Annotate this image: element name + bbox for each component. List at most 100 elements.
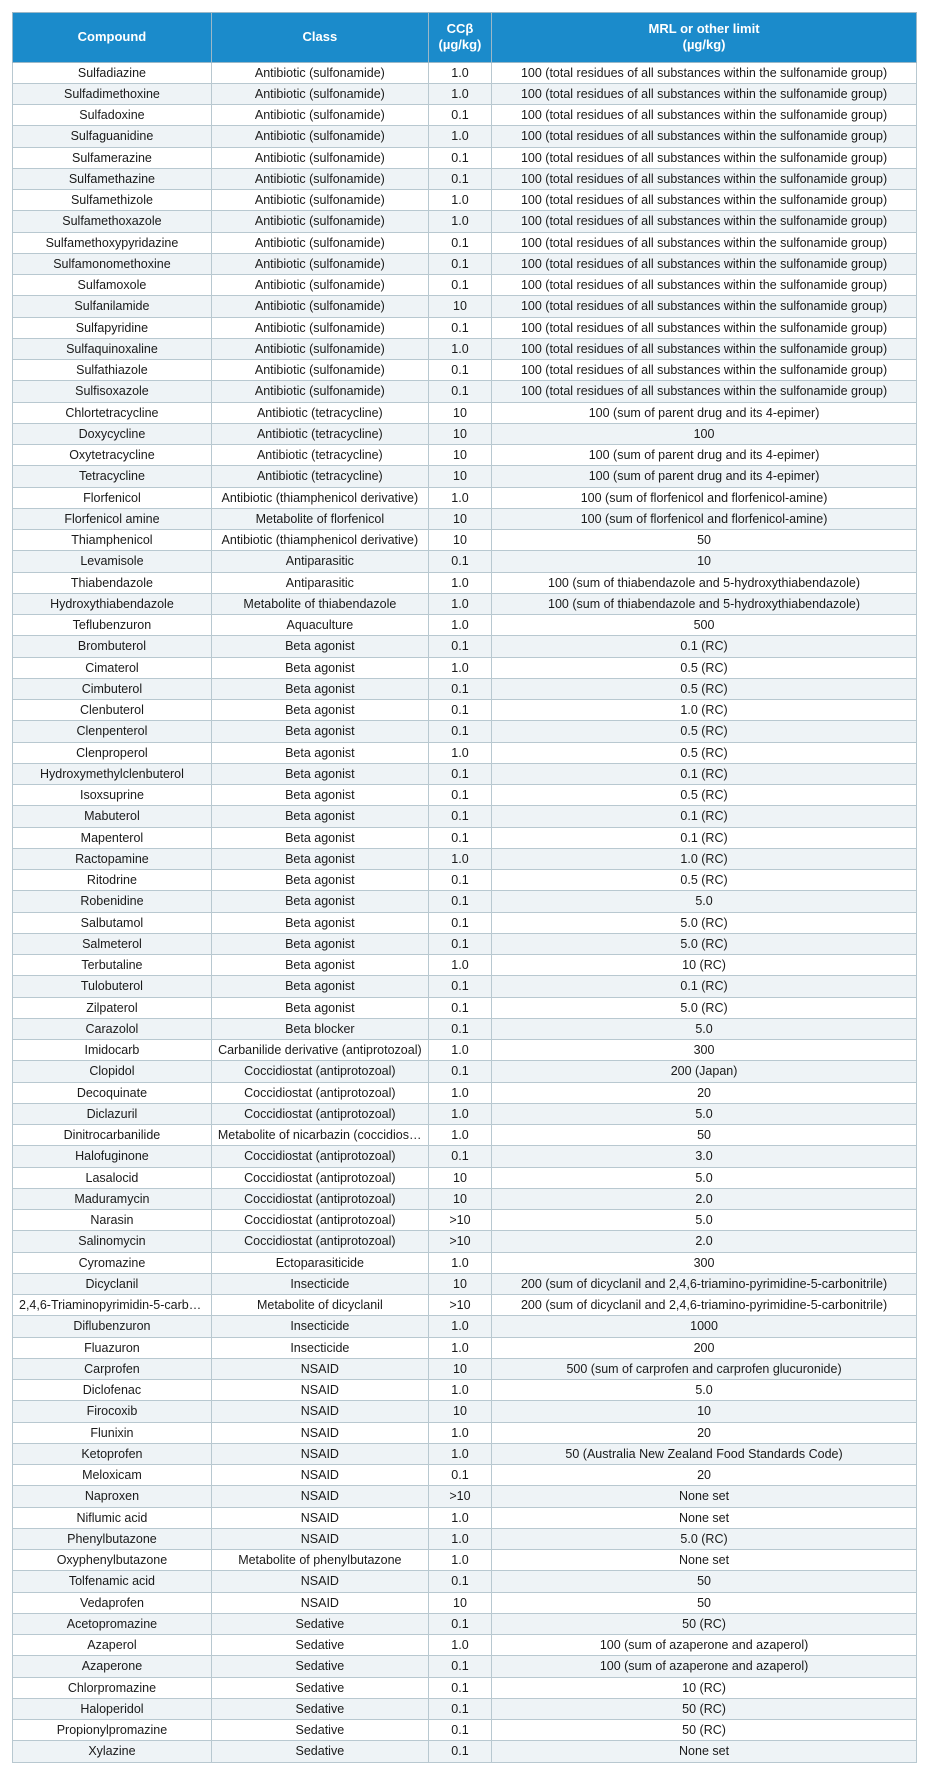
col-compound: Compound	[13, 13, 212, 63]
mrl-cell: 100 (total residues of all substances wi…	[492, 296, 917, 317]
mrl-cell: 0.5 (RC)	[492, 870, 917, 891]
ccb-cell: >10	[428, 1295, 491, 1316]
compound-cell: Mapenterol	[13, 827, 212, 848]
mrl-cell: 0.1 (RC)	[492, 806, 917, 827]
table-row: ClopidolCoccidiostat (antiprotozoal)0.12…	[13, 1061, 917, 1082]
mrl-cell: 5.0	[492, 1380, 917, 1401]
ccb-cell: 0.1	[428, 1656, 491, 1677]
table-row: SulfathiazoleAntibiotic (sulfonamide)0.1…	[13, 360, 917, 381]
mrl-cell: 50 (RC)	[492, 1613, 917, 1634]
mrl-cell: 100 (total residues of all substances wi…	[492, 211, 917, 232]
ccb-cell: 10	[428, 1401, 491, 1422]
table-row: FluazuronInsecticide1.0200	[13, 1337, 917, 1358]
ccb-cell: 0.1	[428, 785, 491, 806]
table-row: AzaperolSedative1.0100 (sum of azaperone…	[13, 1635, 917, 1656]
ccb-cell: >10	[428, 1231, 491, 1252]
table-row: SalmeterolBeta agonist0.15.0 (RC)	[13, 933, 917, 954]
ccb-cell: 0.1	[428, 700, 491, 721]
table-row: ZilpaterolBeta agonist0.15.0 (RC)	[13, 997, 917, 1018]
class-cell: Beta agonist	[211, 785, 428, 806]
mrl-cell: 100 (total residues of all substances wi…	[492, 62, 917, 83]
col-compound-label: Compound	[78, 29, 147, 44]
class-cell: Sedative	[211, 1635, 428, 1656]
compound-cell: Decoquinate	[13, 1082, 212, 1103]
ccb-cell: 1.0	[428, 1337, 491, 1358]
table-row: OxyphenylbutazoneMetabolite of phenylbut…	[13, 1550, 917, 1571]
mrl-cell: 100 (total residues of all substances wi…	[492, 147, 917, 168]
mrl-cell: None set	[492, 1741, 917, 1762]
class-cell: Coccidiostat (antiprotozoal)	[211, 1082, 428, 1103]
class-cell: Aquaculture	[211, 615, 428, 636]
table-row: ImidocarbCarbanilide derivative (antipro…	[13, 1040, 917, 1061]
class-cell: Coccidiostat (antiprotozoal)	[211, 1061, 428, 1082]
ccb-cell: 1.0	[428, 615, 491, 636]
compound-cell: Clenpenterol	[13, 721, 212, 742]
table-row: SulfamonomethoxineAntibiotic (sulfonamid…	[13, 253, 917, 274]
table-row: RobenidineBeta agonist0.15.0	[13, 891, 917, 912]
class-cell: Sedative	[211, 1741, 428, 1762]
mrl-cell: 0.1 (RC)	[492, 636, 917, 657]
class-cell: Beta agonist	[211, 636, 428, 657]
table-row: SalinomycinCoccidiostat (antiprotozoal)>…	[13, 1231, 917, 1252]
class-cell: Beta agonist	[211, 806, 428, 827]
ccb-cell: 0.1	[428, 168, 491, 189]
mrl-cell: 50	[492, 1571, 917, 1592]
col-mrl: MRL or other limit (µg/kg)	[492, 13, 917, 63]
compound-cell: Sulfadimethoxine	[13, 83, 212, 104]
col-class: Class	[211, 13, 428, 63]
class-cell: Antibiotic (tetracycline)	[211, 445, 428, 466]
mrl-cell: 5.0 (RC)	[492, 933, 917, 954]
ccb-cell: 0.1	[428, 912, 491, 933]
mrl-cell: 5.0	[492, 1167, 917, 1188]
class-cell: Antibiotic (sulfonamide)	[211, 338, 428, 359]
table-row: DoxycyclineAntibiotic (tetracycline)1010…	[13, 423, 917, 444]
compound-cell: Salinomycin	[13, 1231, 212, 1252]
class-cell: Beta agonist	[211, 848, 428, 869]
ccb-cell: 1.0	[428, 1380, 491, 1401]
compound-cell: Clenbuterol	[13, 700, 212, 721]
ccb-cell: 10	[428, 1358, 491, 1379]
table-row: ThiabendazoleAntiparasitic1.0100 (sum of…	[13, 572, 917, 593]
mrl-cell: 100 (sum of florfenicol and florfenicol-…	[492, 508, 917, 529]
col-mrl-line2: (µg/kg)	[683, 37, 726, 52]
table-row: AzaperoneSedative0.1100 (sum of azaperon…	[13, 1656, 917, 1677]
ccb-cell: 0.1	[428, 381, 491, 402]
table-row: NaproxenNSAID>10None set	[13, 1486, 917, 1507]
mrl-cell: 0.5 (RC)	[492, 678, 917, 699]
table-row: Florfenicol amineMetabolite of florfenic…	[13, 508, 917, 529]
ccb-cell: 10	[428, 402, 491, 423]
ccb-cell: 1.0	[428, 1125, 491, 1146]
compound-cell: Ketoprofen	[13, 1443, 212, 1464]
compound-cell: Haloperidol	[13, 1698, 212, 1719]
compound-cell: Zilpaterol	[13, 997, 212, 1018]
ccb-cell: 0.1	[428, 317, 491, 338]
compound-cell: Sulfaguanidine	[13, 126, 212, 147]
ccb-cell: 0.1	[428, 1613, 491, 1634]
mrl-cell: 100 (total residues of all substances wi…	[492, 105, 917, 126]
ccb-cell: 10	[428, 1592, 491, 1613]
ccb-cell: 1.0	[428, 1550, 491, 1571]
class-cell: Insecticide	[211, 1273, 428, 1294]
class-cell: Beta agonist	[211, 827, 428, 848]
class-cell: Sedative	[211, 1698, 428, 1719]
class-cell: Beta agonist	[211, 742, 428, 763]
mrl-cell: 10	[492, 1401, 917, 1422]
class-cell: Antibiotic (thiamphenicol derivative)	[211, 530, 428, 551]
class-cell: Metabolite of phenylbutazone	[211, 1550, 428, 1571]
table-row: SulfamethizoleAntibiotic (sulfonamide)1.…	[13, 190, 917, 211]
compound-cell: Carprofen	[13, 1358, 212, 1379]
col-class-label: Class	[303, 29, 338, 44]
mrl-cell: 100 (total residues of all substances wi…	[492, 168, 917, 189]
ccb-cell: 0.1	[428, 806, 491, 827]
ccb-cell: 10	[428, 508, 491, 529]
compound-cell: Naproxen	[13, 1486, 212, 1507]
compound-cell: Oxyphenylbutazone	[13, 1550, 212, 1571]
class-cell: Antibiotic (sulfonamide)	[211, 147, 428, 168]
compound-cell: Cimaterol	[13, 657, 212, 678]
mrl-cell: 5.0 (RC)	[492, 1528, 917, 1549]
mrl-cell: 10	[492, 551, 917, 572]
ccb-cell: 1.0	[428, 83, 491, 104]
compound-cell: Diclazuril	[13, 1103, 212, 1124]
compound-cell: Narasin	[13, 1210, 212, 1231]
table-row: KetoprofenNSAID1.050 (Australia New Zeal…	[13, 1443, 917, 1464]
